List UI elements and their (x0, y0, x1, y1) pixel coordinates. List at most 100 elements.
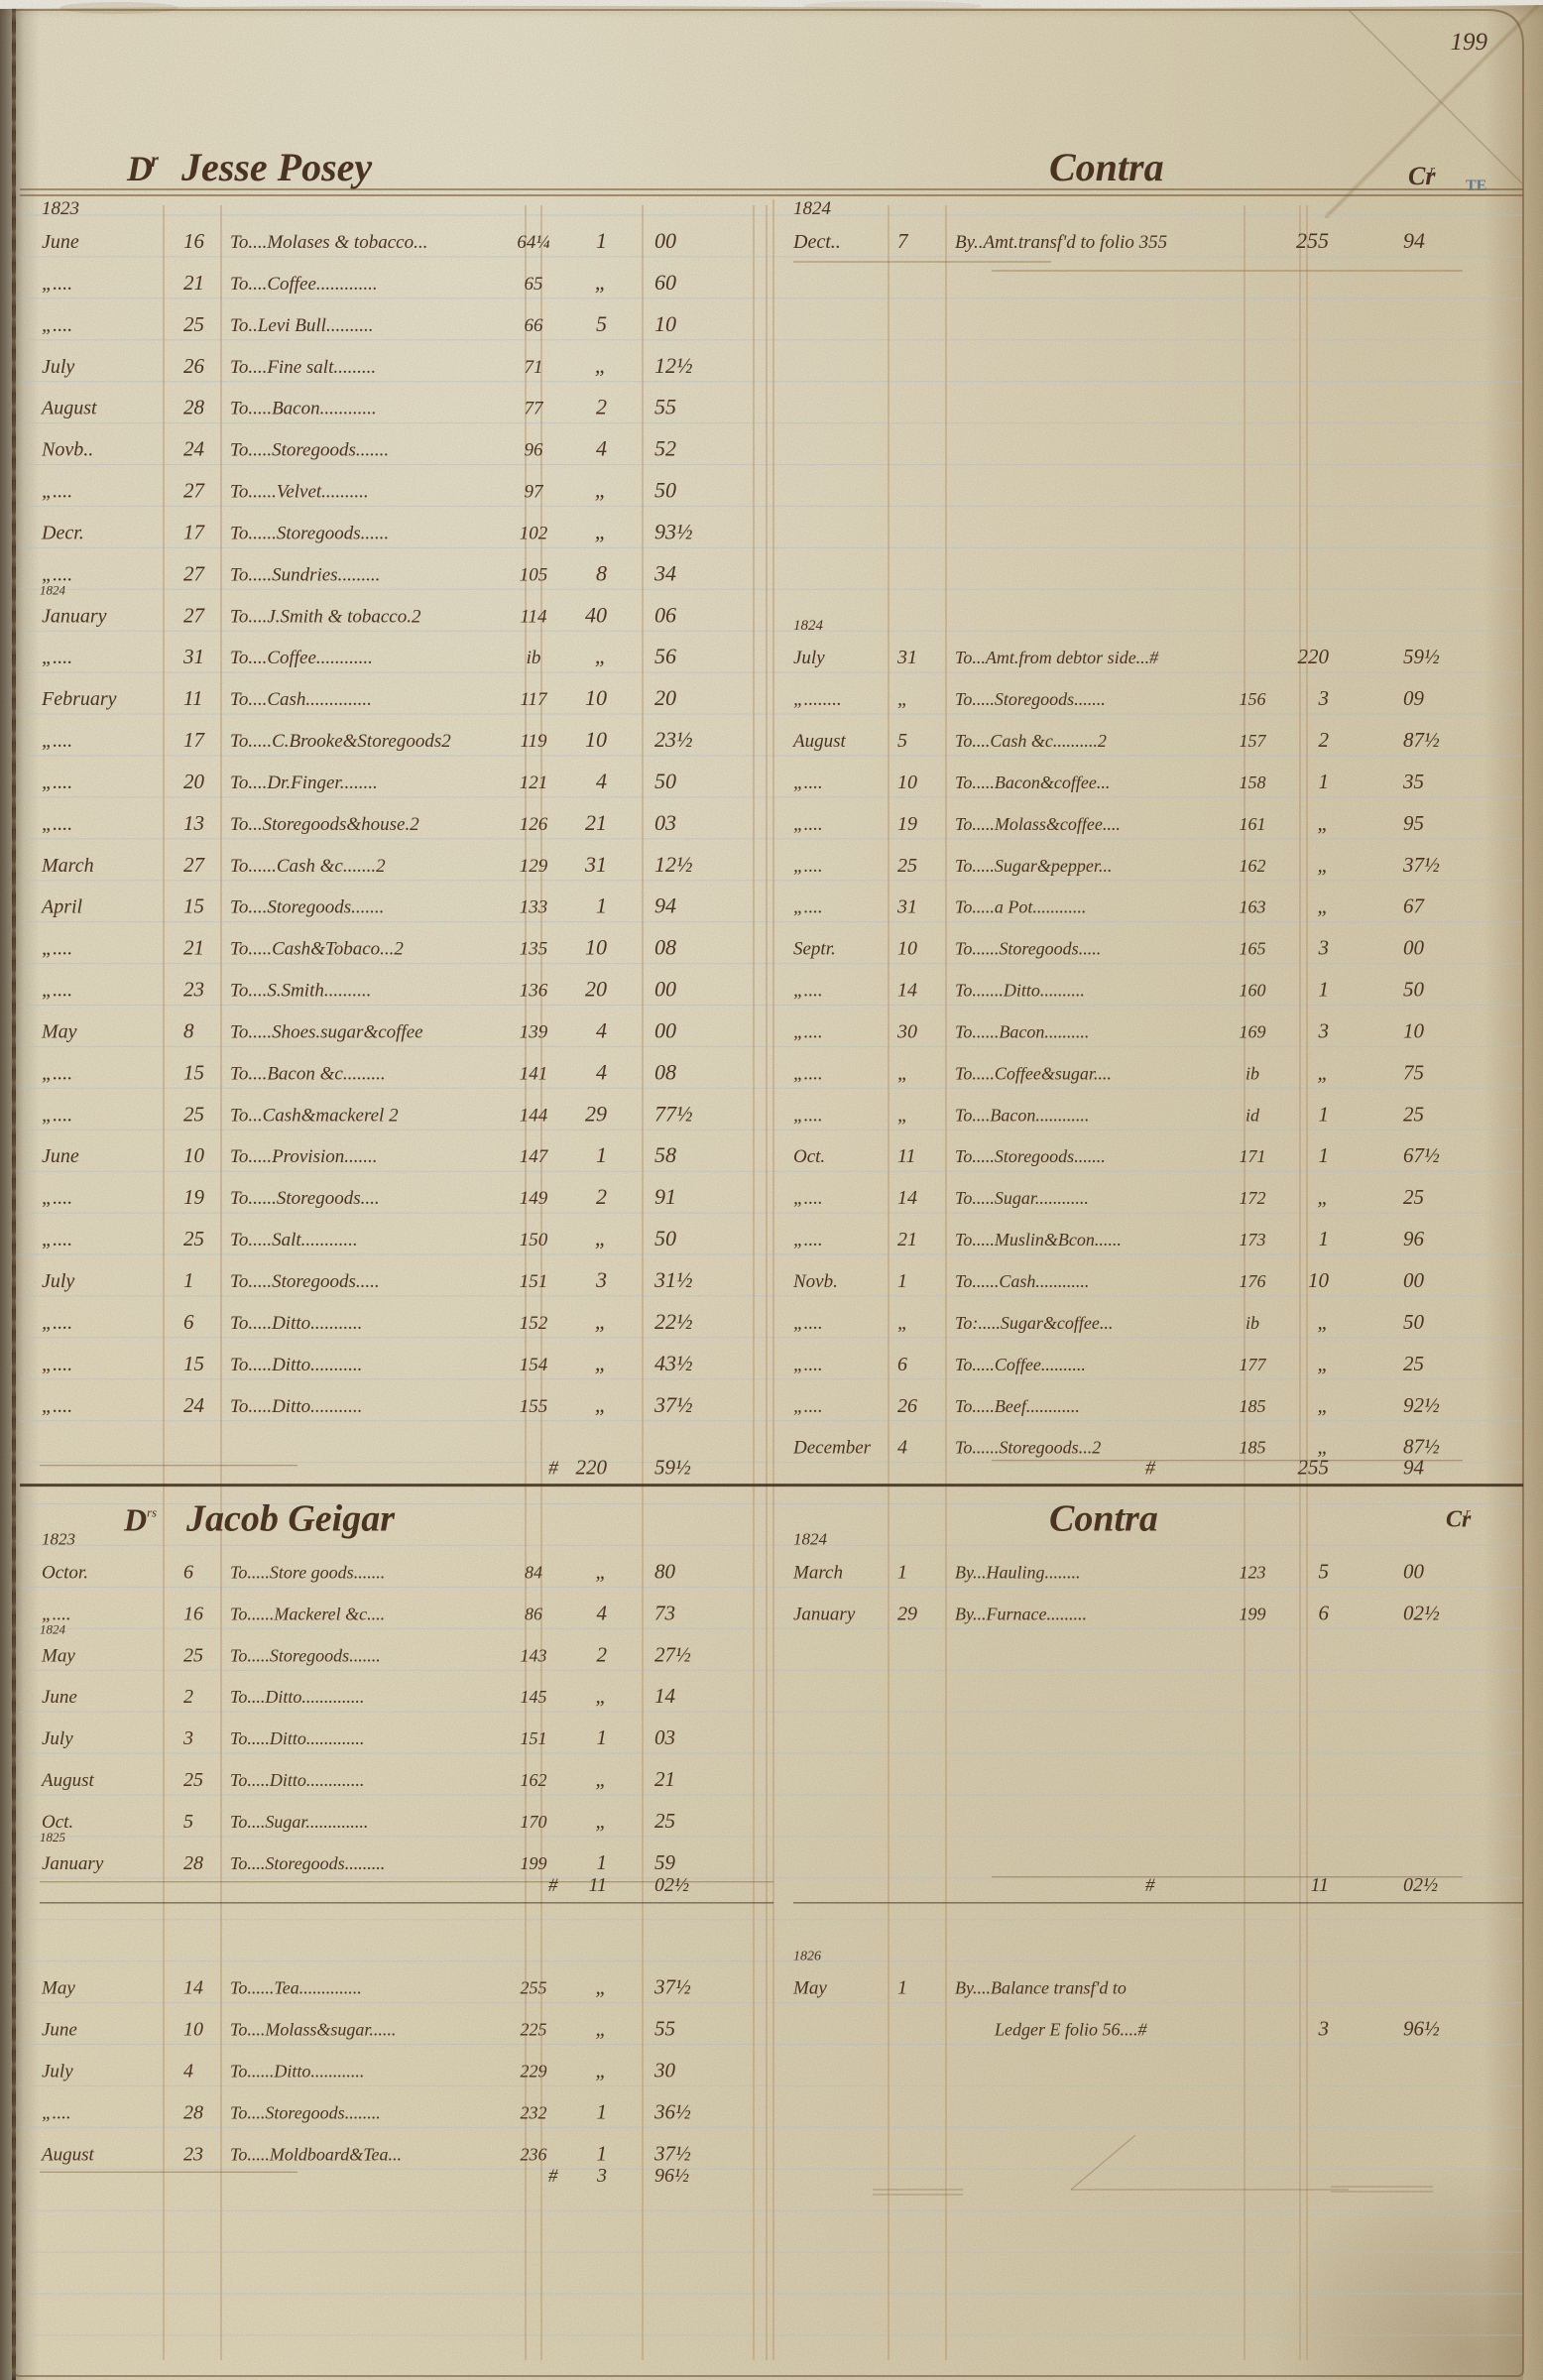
svg-text:25: 25 (654, 1809, 675, 1833)
svg-text:08: 08 (654, 1059, 676, 1084)
svg-text:50: 50 (1403, 1310, 1425, 1334)
svg-text:199: 199 (1451, 29, 1488, 56)
svg-text:To.....Bacon&coffee...: To.....Bacon&coffee... (955, 773, 1110, 792)
svg-text:2: 2 (183, 1686, 193, 1708)
svg-text:To....Cash..............: To....Cash.............. (230, 689, 372, 710)
svg-text:163: 163 (1240, 897, 1266, 917)
svg-text:„: „ (897, 1312, 908, 1334)
svg-text:r: r (151, 150, 159, 172)
svg-text:64¼: 64¼ (517, 232, 549, 253)
svg-text:66: 66 (525, 315, 544, 336)
svg-text:To....Dr.Finger........: To....Dr.Finger........ (230, 773, 378, 793)
svg-text:June: June (42, 1145, 79, 1167)
svg-text:160: 160 (1240, 981, 1266, 1001)
svg-text:1: 1 (1319, 1227, 1330, 1250)
svg-text:ib: ib (527, 648, 541, 668)
svg-text:To.....Coffee..........: To.....Coffee.......... (955, 1355, 1086, 1374)
svg-text:„....: „.... (793, 1063, 823, 1084)
svg-text:35: 35 (1402, 770, 1424, 793)
svg-text:ib: ib (1246, 1313, 1259, 1333)
svg-text:236: 236 (521, 2144, 547, 2164)
svg-text:By...Furnace.........: By...Furnace......... (955, 1604, 1087, 1623)
svg-text:Septr.: Septr. (793, 939, 836, 960)
svg-text:19: 19 (183, 1185, 205, 1209)
svg-text:May: May (792, 1978, 827, 1999)
svg-text:25: 25 (1403, 1185, 1424, 1209)
svg-text:„....: „.... (42, 481, 72, 503)
svg-text:March: March (792, 1562, 843, 1583)
svg-text:94: 94 (1403, 1456, 1425, 1480)
svg-text:1: 1 (596, 228, 607, 253)
svg-text:27: 27 (183, 561, 206, 585)
svg-text:10: 10 (183, 1143, 205, 1167)
svg-text:09: 09 (1403, 686, 1425, 710)
svg-text:January: January (793, 1604, 856, 1624)
svg-text:„....: „.... (793, 1188, 823, 1209)
svg-text:To......Storegoods.....: To......Storegoods..... (955, 939, 1101, 959)
svg-text:1: 1 (897, 1561, 907, 1583)
svg-text:23½: 23½ (654, 727, 693, 752)
svg-text:25: 25 (897, 855, 917, 877)
svg-text:„: „ (595, 2017, 607, 2041)
svg-text:3: 3 (1318, 936, 1330, 960)
svg-text:1: 1 (897, 1977, 907, 1999)
svg-text:„: „ (897, 1104, 908, 1126)
svg-text:To....Ditto..............: To....Ditto.............. (230, 1687, 364, 1707)
svg-text:06: 06 (654, 602, 676, 627)
svg-text:1: 1 (1319, 978, 1330, 1002)
svg-text:26: 26 (183, 354, 205, 378)
svg-text:To....Bacon............: To....Bacon............ (955, 1105, 1089, 1125)
svg-text:96: 96 (525, 440, 544, 461)
svg-text:D: D (123, 1502, 147, 1538)
svg-text:„....: „.... (42, 1395, 72, 1417)
svg-text:162: 162 (521, 1770, 547, 1790)
svg-text:June: June (42, 1687, 77, 1708)
svg-text:56: 56 (654, 644, 676, 668)
svg-text:May: May (41, 1978, 75, 1999)
svg-text:154: 154 (520, 1355, 548, 1375)
svg-text:93½: 93½ (654, 519, 693, 543)
svg-text:July: July (42, 1270, 74, 1292)
svg-text:3: 3 (1318, 686, 1330, 710)
svg-text:#: # (548, 2166, 558, 2187)
svg-text:136: 136 (520, 981, 548, 1002)
svg-text:To......Ditto............: To......Ditto............ (230, 2062, 364, 2082)
svg-text:By..Amt.transf'd to folio 355: By..Amt.transf'd to folio 355 (955, 232, 1167, 253)
svg-text:173: 173 (1240, 1230, 1266, 1250)
svg-text:Ledger E folio 56....#: Ledger E folio 56....# (994, 2020, 1147, 2040)
svg-text:„....: „.... (793, 1105, 823, 1126)
svg-text:To......Storegoods......: To......Storegoods...... (230, 523, 389, 543)
svg-text:10: 10 (585, 935, 607, 960)
svg-text:67½: 67½ (1403, 1143, 1440, 1167)
svg-text:To....Storegoods.........: To....Storegoods......... (230, 1853, 385, 1873)
svg-text:7: 7 (897, 229, 909, 253)
svg-text:03: 03 (654, 810, 676, 835)
svg-text:June: June (42, 2020, 77, 2041)
svg-text:156: 156 (1240, 689, 1266, 709)
svg-text:„....: „.... (42, 273, 72, 295)
svg-text:37½: 37½ (653, 1392, 693, 1417)
svg-text:10: 10 (897, 772, 917, 793)
svg-text:4: 4 (596, 1018, 607, 1043)
svg-text:1: 1 (597, 2141, 608, 2165)
svg-text:1: 1 (596, 893, 607, 918)
svg-text:86: 86 (525, 1604, 542, 1623)
svg-text:To......Storegoods....: To......Storegoods.... (230, 1188, 380, 1209)
svg-text:185: 185 (1240, 1396, 1266, 1416)
svg-text:14: 14 (183, 1977, 203, 1999)
svg-text:To......Storegoods...2: To......Storegoods...2 (955, 1438, 1101, 1458)
svg-text:„....: „.... (42, 2102, 71, 2123)
svg-text:To.....Storegoods.....: To.....Storegoods..... (230, 1271, 380, 1292)
svg-text:10: 10 (654, 311, 676, 336)
svg-text:97: 97 (525, 482, 545, 503)
svg-text:157: 157 (1240, 731, 1267, 751)
svg-text:95: 95 (1403, 811, 1424, 835)
svg-text:3: 3 (595, 1267, 607, 1292)
svg-text:15: 15 (183, 1060, 204, 1084)
svg-text:59½: 59½ (1403, 645, 1440, 668)
svg-text:To.....Ditto...........: To.....Ditto........... (230, 1355, 362, 1375)
svg-text:Novb.: Novb. (792, 1271, 838, 1292)
svg-text:84: 84 (525, 1562, 542, 1582)
svg-text:150: 150 (520, 1230, 548, 1250)
svg-text:To.....Sundries.........: To.....Sundries......... (230, 564, 380, 585)
